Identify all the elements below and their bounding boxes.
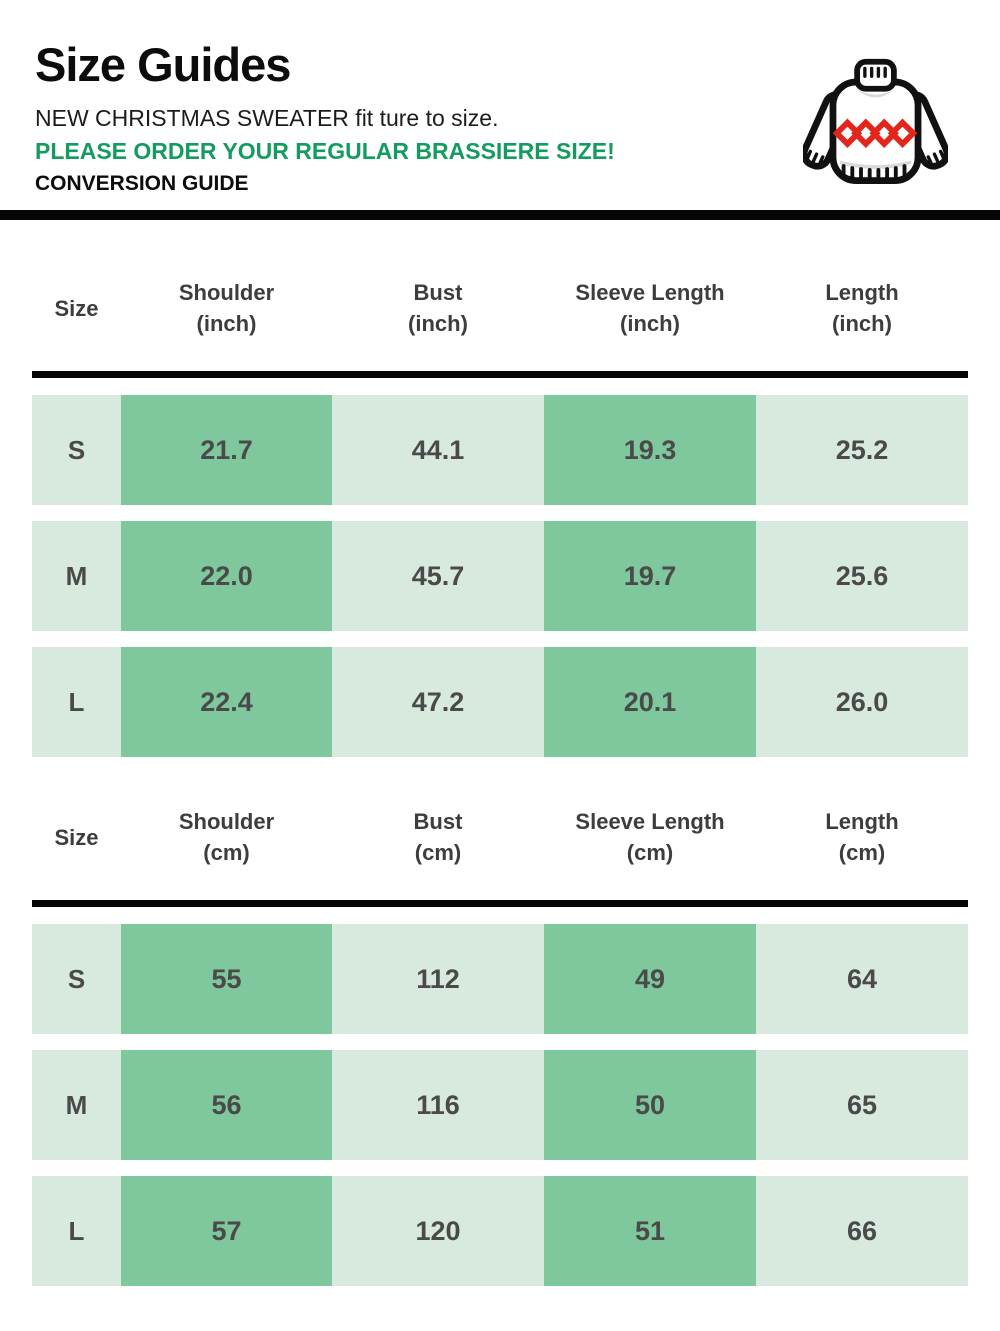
inch-header-sleeve: Sleeve Length (inch) [575, 280, 725, 336]
value-cell: 56 [121, 1050, 332, 1160]
inch-table-body: S 21.7 44.1 19.3 25.2 M 22.0 45.7 19.7 2… [32, 395, 968, 757]
fit-subtitle: NEW CHRISTMAS SWEATER fit ture to size. [35, 105, 499, 131]
inch-header-bust: Bust (inch) [408, 280, 468, 336]
cm-header-bust: Bust (cm) [413, 809, 463, 865]
table-row: S 21.7 44.1 19.3 25.2 [32, 395, 968, 505]
value-cell: 22.4 [121, 647, 332, 757]
size-table-cm: Size Shoulder (cm) Bust (cm) Sleeve Leng… [32, 805, 968, 1286]
cm-header-row: Size Shoulder (cm) Bust (cm) Sleeve Leng… [32, 805, 968, 869]
conversion-guide-label: CONVERSION GUIDE [35, 172, 249, 195]
table-row: M 22.0 45.7 19.7 25.6 [32, 521, 968, 631]
value-cell: 116 [332, 1050, 544, 1160]
table-row: S 55 112 49 64 [32, 924, 968, 1034]
size-cell: S [32, 395, 121, 505]
value-cell: 120 [332, 1176, 544, 1286]
header-block: Size Guides NEW CHRISTMAS SWEATER fit tu… [0, 0, 1000, 196]
christmas-sweater-icon [800, 55, 951, 197]
top-divider [0, 210, 1000, 220]
inch-header-row: Size Shoulder (inch) Bust (inch) Sleeve … [32, 276, 968, 340]
table-row: M 56 116 50 65 [32, 1050, 968, 1160]
size-cell: M [32, 521, 121, 631]
value-cell: 57 [121, 1176, 332, 1286]
table-row: L 22.4 47.2 20.1 26.0 [32, 647, 968, 757]
value-cell: 20.1 [544, 647, 756, 757]
value-cell: 47.2 [332, 647, 544, 757]
cm-table-body: S 55 112 49 64 M 56 116 50 65 L 57 120 [32, 924, 968, 1286]
value-cell: 51 [544, 1176, 756, 1286]
value-cell: 19.3 [544, 395, 756, 505]
inch-header-size: Size [54, 295, 99, 321]
value-cell: 66 [756, 1176, 968, 1286]
value-cell: 112 [332, 924, 544, 1034]
value-cell: 50 [544, 1050, 756, 1160]
size-cell: M [32, 1050, 121, 1160]
inch-header-shoulder: Shoulder (inch) [178, 280, 275, 336]
value-cell: 65 [756, 1050, 968, 1160]
page-title: Size Guides [35, 38, 291, 91]
value-cell: 55 [121, 924, 332, 1034]
value-cell: 45.7 [332, 521, 544, 631]
value-cell: 49 [544, 924, 756, 1034]
value-cell: 21.7 [121, 395, 332, 505]
cm-header-length: Length (cm) [825, 809, 899, 865]
cm-header-shoulder: Shoulder (cm) [178, 809, 275, 865]
size-table-inch: Size Shoulder (inch) Bust (inch) Sleeve … [32, 276, 968, 757]
size-tables: Size Shoulder (inch) Bust (inch) Sleeve … [32, 276, 968, 1286]
value-cell: 22.0 [121, 521, 332, 631]
value-cell: 19.7 [544, 521, 756, 631]
size-cell: L [32, 647, 121, 757]
order-note: PLEASE ORDER YOUR REGULAR BRASSIERE SIZE… [35, 138, 615, 164]
cm-header-sleeve: Sleeve Length (cm) [575, 809, 725, 865]
value-cell: 25.6 [756, 521, 968, 631]
value-cell: 26.0 [756, 647, 968, 757]
size-cell: S [32, 924, 121, 1034]
value-cell: 25.2 [756, 395, 968, 505]
value-cell: 64 [756, 924, 968, 1034]
cm-header-rule [32, 900, 968, 907]
inch-header-rule [32, 371, 968, 378]
inch-header-length: Length (inch) [825, 280, 899, 336]
value-cell: 44.1 [332, 395, 544, 505]
cm-header-size: Size [54, 824, 99, 850]
size-cell: L [32, 1176, 121, 1286]
table-row: L 57 120 51 66 [32, 1176, 968, 1286]
